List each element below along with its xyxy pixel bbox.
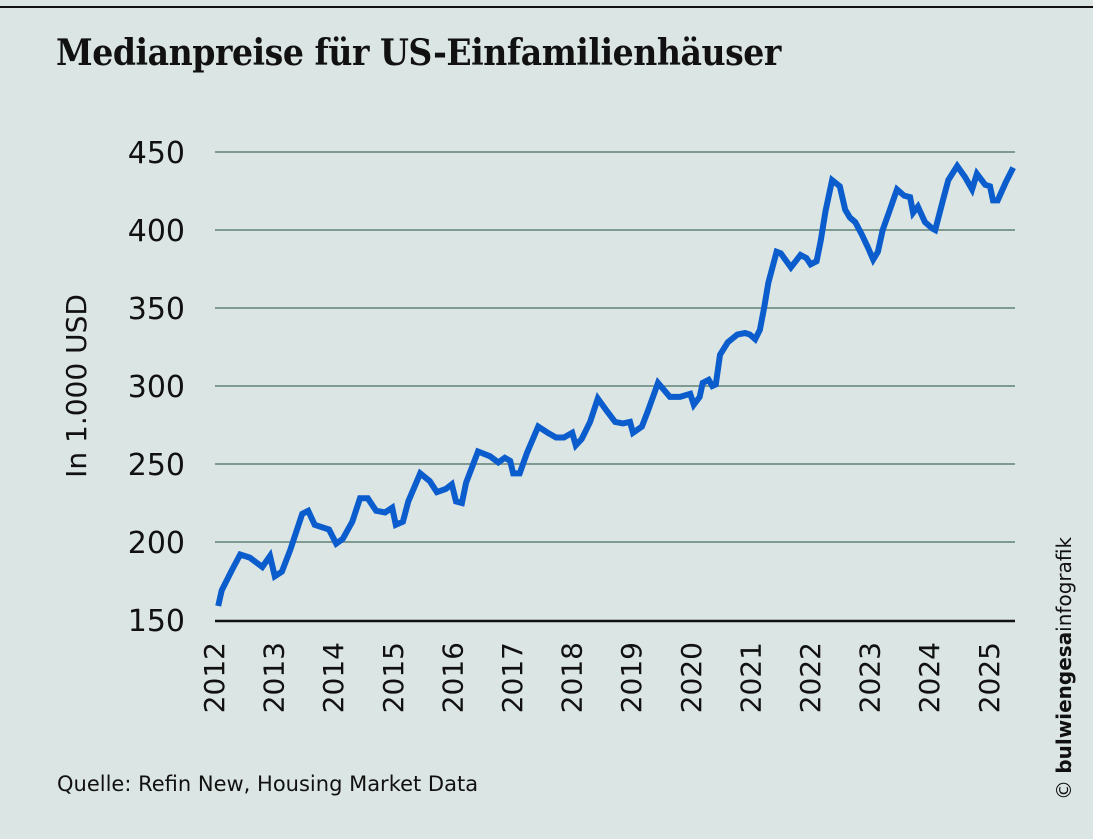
x-tick-label: 2025 [973,642,1006,713]
gridlines [215,151,1015,543]
source-note: Quelle: Refin New, Housing Market Data [57,772,479,796]
top-rule [0,6,1093,8]
copyright-credit: © bulwiengesainfografik [1052,537,1076,800]
y-axis-label: In 1.000 USD [60,294,93,478]
x-tick-label: 2022 [794,642,827,713]
y-tick-label: 350 [128,292,185,327]
x-tick-label: 2016 [436,642,469,713]
brand-bold: bulwiengesa [1052,631,1076,774]
y-tick-label: 250 [128,448,185,483]
x-tick-label: 2019 [615,642,648,713]
x-tick-label: 2015 [377,642,410,713]
brand-light: infografik [1052,536,1076,632]
x-tick-label: 2023 [854,642,887,713]
y-tick-label: 450 [128,136,185,171]
x-tick-label: 2013 [258,642,291,713]
y-tick-label: 400 [128,214,185,249]
y-axis-ticks: 150 200 250 300 350 400 450 [128,136,185,639]
copyright-icon: © [1052,780,1076,800]
y-tick-label: 200 [128,526,185,561]
chart-title: Medianpreise für US-Einfamilienhäuser [56,32,781,74]
series-line-0 [215,160,1016,607]
y-tick-label: 150 [128,604,185,639]
series-layer [215,160,1016,607]
x-tick-label: 2014 [317,642,350,713]
x-tick-label: 2024 [913,642,946,713]
x-tick-label: 2012 [198,642,231,713]
x-tick-label: 2018 [556,642,589,713]
y-tick-label: 300 [128,370,185,405]
x-tick-label: 2020 [675,642,708,713]
x-tick-label: 2017 [496,642,529,713]
x-tick-label: 2021 [734,642,767,713]
x-axis-ticks: 2012 2013 2014 2015 2016 2017 2018 2019 2020 2021… [198,642,1006,713]
